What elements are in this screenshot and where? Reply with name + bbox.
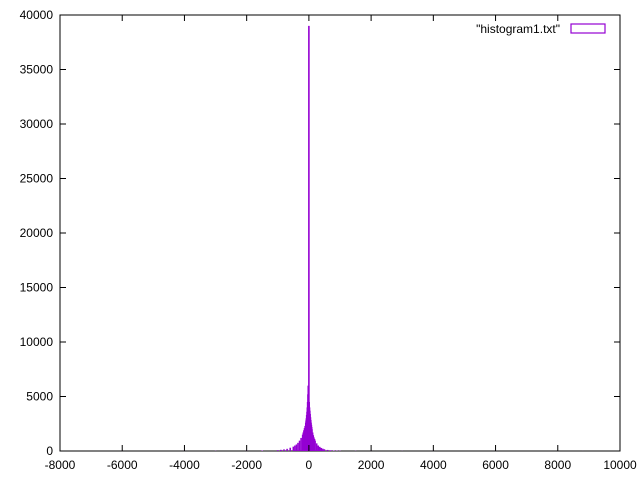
x-tick-label: 4000 <box>420 458 447 472</box>
y-tick-label: 40000 <box>20 8 54 22</box>
plot-frame <box>59 14 621 452</box>
x-tick-label: 0 <box>306 458 313 472</box>
x-tick-label: -8000 <box>45 458 76 472</box>
y-tick-label: 0 <box>46 444 53 458</box>
x-tick-label: 10000 <box>603 458 637 472</box>
x-tick-label: 8000 <box>544 458 571 472</box>
histogram-bars <box>59 25 584 451</box>
axis-ticks: -8000 -6000 -4000 -2000 0 2000 4000 6000 8000 100… <box>20 8 637 472</box>
y-tick-label: 35000 <box>20 63 54 77</box>
y-tick-label: 30000 <box>20 117 54 131</box>
y-tick-label: 15000 <box>20 281 54 295</box>
x-tick-label: 6000 <box>482 458 509 472</box>
x-tick-label: -6000 <box>107 458 138 472</box>
legend: "histogram1.txt" <box>476 22 606 36</box>
x-tick-label: -4000 <box>169 458 200 472</box>
legend-swatch <box>570 23 606 34</box>
x-tick-label: 2000 <box>358 458 385 472</box>
y-tick-label: 10000 <box>20 335 54 349</box>
y-tick-label: 20000 <box>20 226 54 240</box>
legend-label: "histogram1.txt" <box>476 22 560 36</box>
y-tick-label: 25000 <box>20 172 54 186</box>
x-tick-label: -2000 <box>231 458 262 472</box>
y-tick-label: 5000 <box>26 390 53 404</box>
